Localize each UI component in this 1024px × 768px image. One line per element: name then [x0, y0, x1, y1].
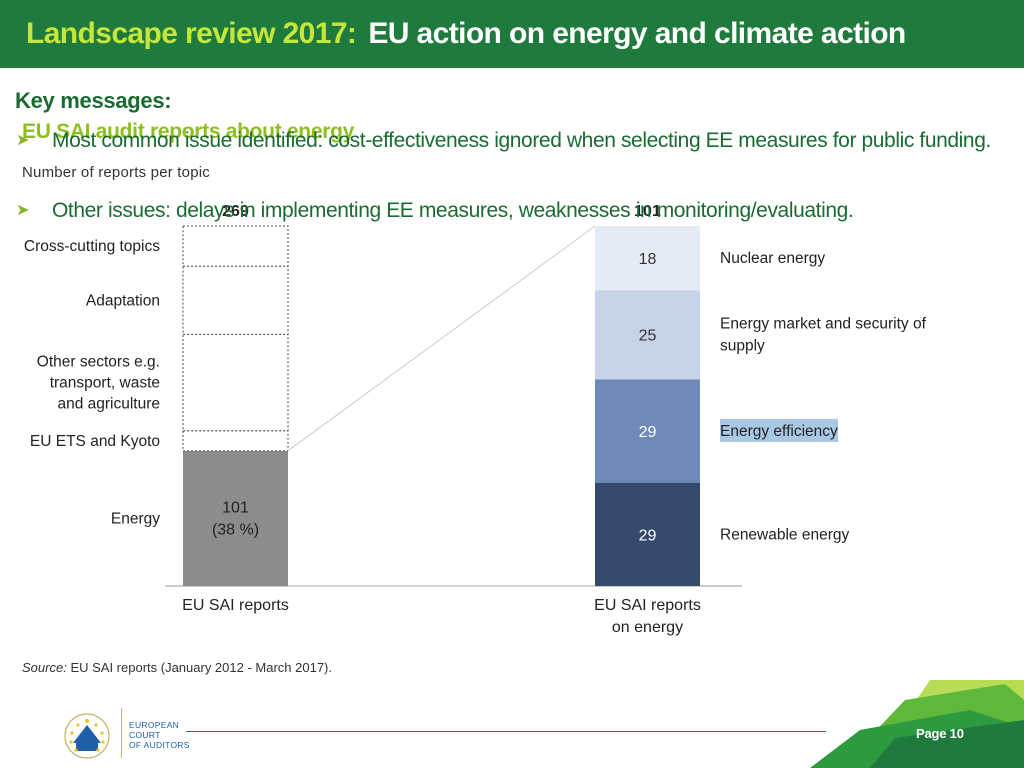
bar-segment-eu-ets-and-kyoto — [182, 430, 289, 452]
data-label: 25 — [639, 328, 657, 345]
arrow-bullet-icon: ➤ — [16, 202, 30, 219]
figure-source: Source: EU SAI reports (January 2012 - M… — [22, 660, 332, 675]
source-text: EU SAI reports (January 2012 - March 201… — [70, 660, 332, 675]
bar-segment-energy-market-and-security-of-supply — [595, 290, 700, 380]
category-label: Cross-cutting topics — [24, 238, 160, 255]
x-tick-label: EU SAI reports — [182, 597, 289, 614]
bar-segment-adaptation — [182, 265, 289, 335]
org-line: COURT — [129, 730, 161, 740]
eca-logo — [64, 713, 110, 759]
legend-label: Energy market and security of — [720, 316, 927, 333]
key-message-bullet-1: ➤ Most common issue identified: cost-eff… — [16, 128, 1012, 153]
header-title-part2: EU action on energy and climate action — [368, 17, 906, 50]
bullet-text: Most common issue identified: cost-effec… — [52, 129, 991, 152]
bullet-text: Other issues: delays in implementing EE … — [52, 199, 854, 222]
category-label: Adaptation — [86, 292, 160, 309]
key-messages-heading: Key messages: — [15, 88, 172, 113]
header-bar: Landscape review 2017: EU action on ener… — [0, 0, 1024, 68]
figure-title: EU SAI audit reports about energy — [22, 120, 354, 143]
legend-label: Energy efficiency — [720, 423, 838, 440]
bar-segment-energy-efficiency — [595, 379, 700, 483]
legend-label: Nuclear energy — [720, 250, 825, 267]
total-label: 269 — [222, 203, 249, 220]
org-line: EUROPEAN — [129, 720, 180, 730]
total-label: 101 — [634, 203, 661, 220]
page-number: Page 10 — [916, 726, 964, 741]
connector-line-top — [287, 225, 596, 452]
logo-divider — [121, 708, 122, 758]
bar-segment-cross-cutting-topics — [182, 225, 289, 267]
source-label: Source: — [22, 660, 67, 675]
organization-name: EUROPEAN COURT OF AUDITORS — [129, 720, 190, 750]
x-tick-label: on energy — [612, 619, 683, 636]
category-label: transport, waste — [50, 375, 160, 392]
header-title-part1: Landscape review 2017: — [26, 17, 357, 50]
label-highlight — [720, 418, 838, 442]
data-label: 29 — [639, 424, 657, 441]
category-label: EU ETS and Kyoto — [30, 433, 160, 450]
figure-subtitle: Number of reports per topic — [22, 164, 210, 181]
data-label: 101 — [222, 499, 249, 516]
x-tick-label: EU SAI reports — [594, 597, 701, 614]
org-line: OF AUDITORS — [129, 740, 190, 750]
data-sublabel: (38 %) — [212, 521, 259, 538]
legend-label: Renewable energy — [720, 526, 850, 543]
bar-segment-other-sectors-e-g-transport-waste-and-agriculture — [182, 333, 289, 432]
category-label: Energy — [111, 510, 160, 527]
data-label: 29 — [639, 527, 657, 544]
bar-segment-renewable-energy — [595, 482, 700, 586]
corner-decoration — [810, 680, 1024, 768]
reports-chart: Energy 101 (38 %) EU ETS and Kyoto Other sec… — [24, 203, 927, 636]
legend-label: supply — [720, 338, 765, 355]
category-label: Other sectors e.g. — [37, 354, 160, 371]
arrow-bullet-icon: ➤ — [16, 132, 30, 149]
key-message-bullet-2: ➤ Other issues: delays in implementing E… — [16, 198, 1012, 223]
bar-segment-energy — [183, 450, 288, 586]
category-label: and agriculture — [57, 396, 160, 413]
data-label: 18 — [639, 251, 657, 268]
footer-line — [186, 731, 826, 732]
bar-segment-nuclear-energy — [595, 226, 700, 291]
